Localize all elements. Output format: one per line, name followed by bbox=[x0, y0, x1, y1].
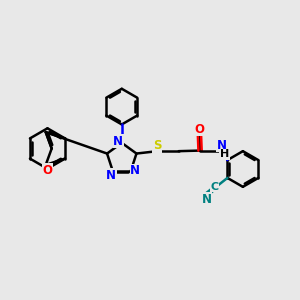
Text: N: N bbox=[113, 135, 123, 148]
Text: C: C bbox=[211, 182, 219, 192]
Text: S: S bbox=[153, 139, 161, 152]
Text: N: N bbox=[130, 164, 140, 177]
Text: N: N bbox=[202, 193, 212, 206]
Text: N: N bbox=[106, 169, 116, 182]
Text: N: N bbox=[217, 139, 227, 152]
Text: O: O bbox=[42, 164, 52, 177]
Text: H: H bbox=[220, 149, 229, 159]
Text: O: O bbox=[194, 123, 205, 136]
